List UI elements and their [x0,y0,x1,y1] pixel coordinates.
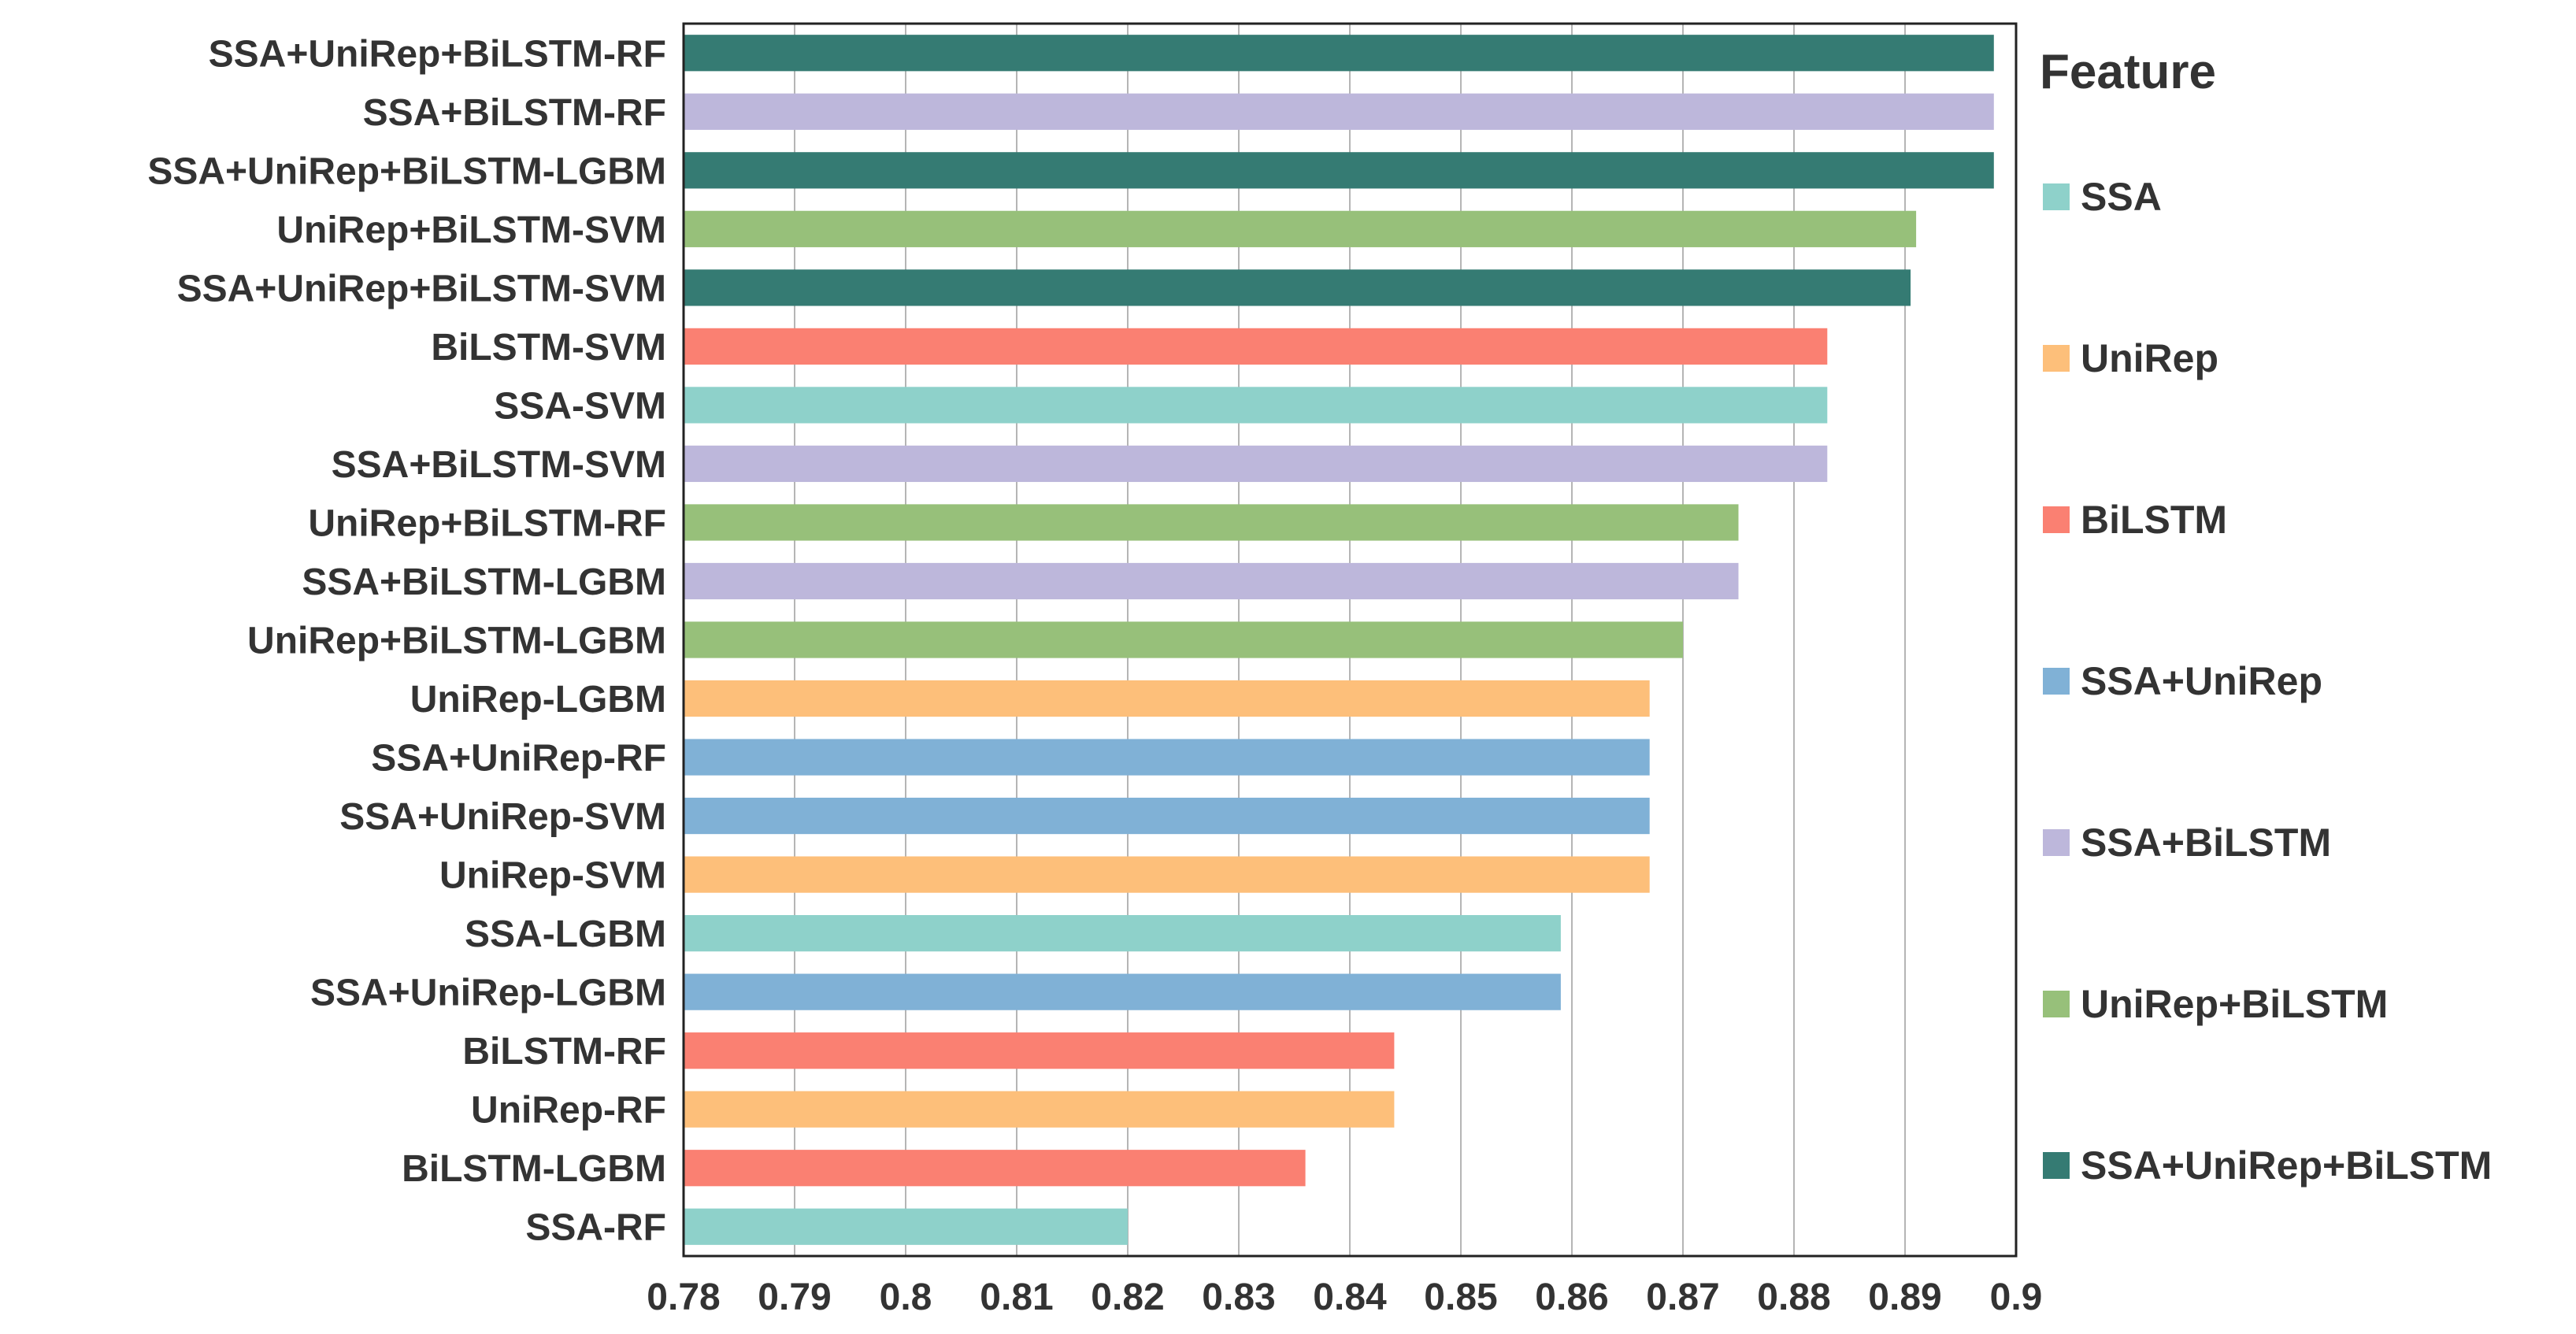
legend-label: BiLSTM [2081,498,2227,542]
category-label: SSA+BiLSTM-RF [363,92,666,134]
bar-ssa-unirep-svm [684,797,1650,835]
bar-ssa-unirep-bilstm-lgbm [684,152,1994,189]
category-labels: SSA+UniRep+BiLSTM-RF SSA+BiLSTM-RF SSA+Uni… [147,33,666,1248]
bar-unirep-lgbm [684,680,1650,717]
category-label: UniRep+BiLSTM-LGBM [247,621,666,662]
category-label: BiLSTM-RF [462,1031,666,1073]
x-tick-label: 0.87 [1646,1277,1719,1318]
category-label: SSA-RF [525,1207,666,1249]
bar-ssa-svm [684,387,1828,424]
x-tick-label: 0.85 [1424,1277,1497,1318]
category-label: SSA+UniRep+BiLSTM-LGBM [147,150,666,192]
x-tick-label: 0.88 [1757,1277,1830,1318]
x-tick-label: 0.78 [647,1277,720,1318]
bar-unirep-rf [684,1091,1395,1128]
bar-bilstm-svm [684,328,1828,365]
x-tick-label: 0.9 [1990,1277,2043,1318]
x-axis-ticks: 0.78 0.79 0.8 0.81 0.82 0.83 0.84 0.85 0.86 0.87 0… [647,1277,2042,1318]
bar-ssa-lgbm [684,915,1561,952]
bar-ssa-bilstm-rf [684,93,1994,130]
category-label: SSA-LGBM [465,913,666,955]
category-label: SSA+BiLSTM-LGBM [302,561,666,603]
x-tick-label: 0.84 [1313,1277,1387,1318]
legend: Feature SSA UniRep BiLSTM SSA+UniRep SSA+BiL… [2040,45,2492,1188]
legend-swatch [2043,506,2070,533]
bar-ssa-unirep-bilstm-rf [684,35,1994,72]
legend-swatch [2043,991,2070,1017]
bar-ssa-rf [684,1208,1128,1245]
legend-swatch [2043,829,2070,856]
category-label: SSA-SVM [494,385,666,427]
bar-unirep-bilstm-svm [684,210,1917,247]
legend-label: SSA+UniRep+BiLSTM [2081,1143,2492,1188]
category-label: SSA+BiLSTM-SVM [332,444,666,486]
bar-ssa-unirep-rf [684,739,1650,776]
category-label: BiLSTM-LGBM [402,1148,666,1190]
x-tick-label: 0.79 [758,1277,831,1318]
category-label: UniRep-LGBM [410,679,666,721]
category-label: UniRep-SVM [439,855,666,897]
legend-label: UniRep [2081,336,2218,380]
bar-ssa-unirep-lgbm [684,973,1561,1010]
legend-swatch [2043,1152,2070,1179]
bar-unirep-bilstm-lgbm [684,621,1683,658]
legend-swatch [2043,668,2070,695]
category-label: SSA+UniRep+BiLSTM-RF [209,33,666,75]
x-tick-label: 0.82 [1091,1277,1164,1318]
x-tick-label: 0.86 [1535,1277,1608,1318]
legend-label: SSA [2081,175,2162,219]
legend-swatch [2043,345,2070,372]
category-label: SSA+UniRep-SVM [339,796,666,838]
category-label: BiLSTM-SVM [431,327,666,369]
bar-ssa-bilstm-svm [684,445,1828,483]
bar-bilstm-lgbm [684,1150,1306,1187]
legend-label: SSA+BiLSTM [2081,821,2331,865]
x-tick-label: 0.81 [980,1277,1053,1318]
category-label: SSA+UniRep-LGBM [310,973,666,1014]
category-label: UniRep+BiLSTM-RF [308,502,666,544]
category-label: SSA+UniRep+BiLSTM-SVM [177,268,666,309]
category-label: UniRep+BiLSTM-SVM [276,209,666,251]
bar-bilstm-rf [684,1032,1395,1069]
plot-frame [682,22,2018,1258]
legend-title: Feature [2040,45,2216,99]
legend-label: UniRep+BiLSTM [2081,982,2388,1026]
bar-unirep-svm [684,856,1650,893]
x-tick-label: 0.8 [880,1277,932,1318]
x-tick-label: 0.89 [1868,1277,1941,1318]
bars [684,35,1994,1245]
bar-ssa-unirep-bilstm-svm [684,269,1911,306]
legend-swatch [2043,183,2070,210]
x-tick-label: 0.83 [1202,1277,1275,1318]
legend-label: SSA+UniRep [2081,659,2322,703]
category-label: UniRep-RF [471,1090,666,1132]
category-label: SSA+UniRep-RF [371,738,666,780]
bar-ssa-bilstm-lgbm [684,562,1739,600]
bar-unirep-bilstm-rf [684,504,1739,541]
